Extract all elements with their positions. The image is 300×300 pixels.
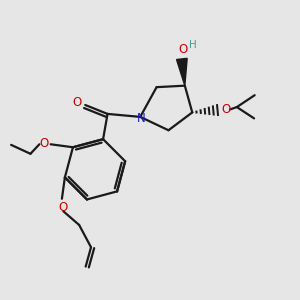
Text: H: H — [189, 40, 197, 50]
Text: O: O — [221, 103, 230, 116]
Text: O: O — [59, 201, 68, 214]
Text: O: O — [40, 137, 49, 150]
Text: N: N — [137, 112, 146, 125]
Polygon shape — [176, 58, 187, 86]
Text: O: O — [178, 43, 188, 56]
Text: O: O — [72, 96, 82, 109]
